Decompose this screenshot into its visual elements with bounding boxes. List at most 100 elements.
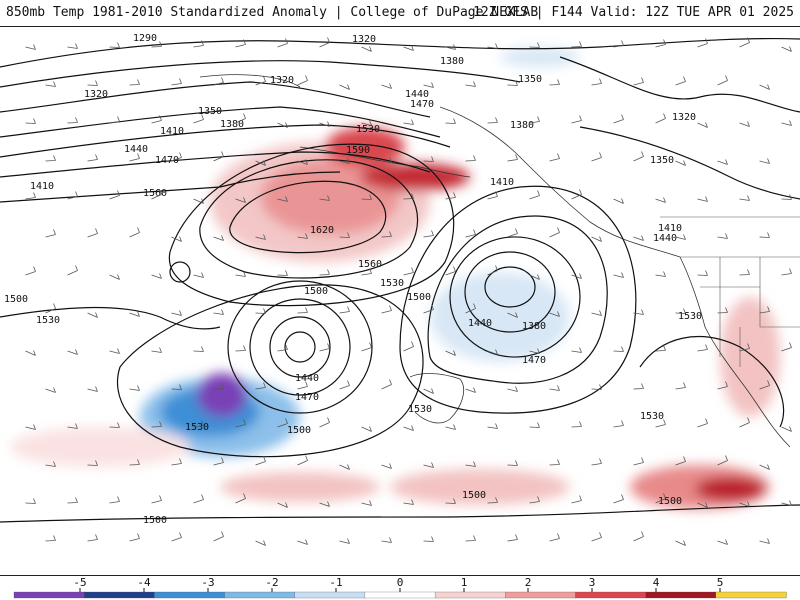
wind-barb xyxy=(549,227,560,238)
contour-label: 1500 xyxy=(4,294,28,305)
contour-label: 1470 xyxy=(295,392,319,403)
contour-label: 1410 xyxy=(658,223,682,234)
wind-barb xyxy=(171,384,182,390)
contour-label: 1380 xyxy=(440,56,464,67)
map-panel: 1290 1320 1320 1320 1320 1350 1350 1350 … xyxy=(0,26,800,576)
wind-barb xyxy=(319,37,330,48)
wind-barb xyxy=(213,235,224,241)
wind-barb xyxy=(549,533,560,542)
wind-barb xyxy=(381,231,392,238)
wind-barb xyxy=(381,83,392,89)
wind-barb xyxy=(675,382,686,390)
wind-barb xyxy=(445,424,456,430)
wind-barb xyxy=(297,381,308,390)
contour-label: 1350 xyxy=(650,155,674,166)
wind-barb xyxy=(739,37,750,48)
contour-label: 1290 xyxy=(133,33,157,44)
wind-barb xyxy=(529,190,540,200)
map-title: 850mb Temp 1981-2010 Standardized Anomal… xyxy=(6,5,539,20)
anomaly-map: 1290 1320 1320 1320 1320 1350 1350 1350 … xyxy=(0,27,800,575)
contour-label: 1410 xyxy=(490,177,514,188)
wind-barb xyxy=(403,119,414,125)
wind-barb xyxy=(319,121,330,127)
contour-label: 1500 xyxy=(304,286,328,297)
wind-barb xyxy=(633,457,644,466)
contour-label: 1440 xyxy=(653,233,677,244)
contour-label: 1320 xyxy=(84,89,108,100)
wind-barb xyxy=(633,531,644,542)
wind-barb xyxy=(109,116,120,124)
colorbar: -5 -4 -3 -2 -1 0 1 2 3 4 5 xyxy=(0,576,800,600)
wind-barb xyxy=(87,460,98,466)
wind-barb xyxy=(781,426,792,432)
wind-barb xyxy=(381,537,392,543)
wind-barb xyxy=(319,195,330,201)
wind-barb xyxy=(255,382,266,390)
wind-barb xyxy=(423,82,434,88)
wind-barb xyxy=(781,500,792,506)
model-valid-time: 12Z GFS | F144 Valid: 12Z TUE APR 01 202… xyxy=(473,5,794,20)
wind-barb xyxy=(235,271,246,277)
wind-barb xyxy=(759,464,770,470)
wind-barb xyxy=(171,310,182,316)
wind-barb xyxy=(403,499,414,505)
wind-barb xyxy=(213,531,224,542)
colorbar-tick-label: -1 xyxy=(329,576,343,589)
wind-barb xyxy=(591,152,602,162)
colorbar-swatch xyxy=(645,591,717,599)
wind-barb xyxy=(87,534,98,542)
wind-barb xyxy=(45,387,56,393)
wind-barb xyxy=(613,198,624,204)
contour-label: 1320 xyxy=(270,75,294,86)
wind-barb xyxy=(235,419,246,428)
contour-label: 1350 xyxy=(518,74,542,85)
wind-barb xyxy=(129,385,140,391)
contour-label: 1500 xyxy=(143,515,167,526)
wind-barb xyxy=(67,423,78,429)
wind-barb xyxy=(529,348,540,354)
contour-label: 1320 xyxy=(352,34,376,45)
political-borders xyxy=(660,216,800,367)
wind-barb xyxy=(613,494,624,504)
wind-barb xyxy=(613,40,624,48)
wind-barb xyxy=(381,305,392,314)
wind-barb xyxy=(255,234,266,240)
contour-label: 1530 xyxy=(678,311,702,322)
wind-barb xyxy=(339,84,350,90)
contour-label: 1530 xyxy=(380,278,404,289)
wind-barb xyxy=(193,40,204,48)
wind-barb xyxy=(697,344,708,352)
contour-label: 1530 xyxy=(640,411,664,422)
wind-barb xyxy=(633,151,644,162)
contour-label: 1530 xyxy=(185,422,209,433)
wind-barbs xyxy=(25,37,792,546)
wind-barb xyxy=(487,43,498,49)
wind-barb xyxy=(445,498,456,504)
wind-barb xyxy=(193,494,204,504)
wind-barb xyxy=(361,342,372,352)
wind-barb xyxy=(319,417,330,428)
wind-barb xyxy=(549,79,560,86)
wind-barb xyxy=(423,388,434,394)
wind-barb xyxy=(297,159,308,165)
wind-barb xyxy=(45,303,56,314)
wind-barb xyxy=(171,532,182,542)
wind-barb xyxy=(361,194,372,200)
colorbar-tick-label: 5 xyxy=(716,576,724,589)
wind-barb xyxy=(277,344,288,352)
wind-barb xyxy=(339,380,350,390)
wind-barb xyxy=(109,42,120,48)
wind-barb xyxy=(67,265,78,276)
wind-barb xyxy=(739,195,750,201)
wind-barb xyxy=(759,232,770,238)
wind-barb xyxy=(319,343,330,352)
wind-barb xyxy=(507,386,518,392)
wind-barb xyxy=(717,159,728,165)
wind-barb xyxy=(297,75,308,86)
wind-barb xyxy=(319,501,330,507)
wind-barb xyxy=(151,189,162,200)
wind-barb xyxy=(781,342,792,352)
wind-barb xyxy=(255,308,266,314)
wind-barb xyxy=(381,379,392,390)
wind-barb xyxy=(129,153,140,162)
